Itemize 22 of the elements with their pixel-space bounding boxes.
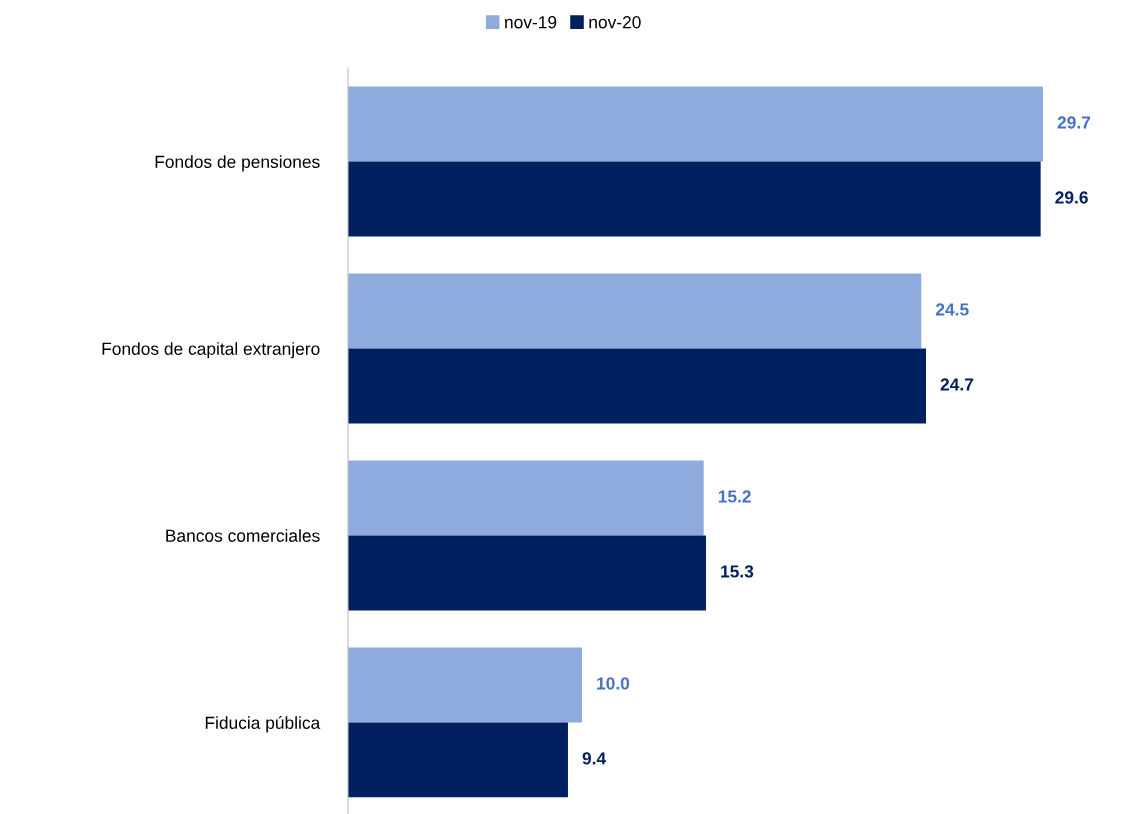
data-label: 29.7 xyxy=(1057,116,1091,129)
data-label: 24.7 xyxy=(940,378,974,391)
bar xyxy=(348,161,1041,237)
data-label: 24.5 xyxy=(935,303,969,316)
y-tick-label: Bancos comerciales xyxy=(166,529,320,542)
data-label: 10.0 xyxy=(597,677,630,690)
legend-label: nov-19 xyxy=(505,16,557,29)
y-tick-label: Fondos de capital extranjero xyxy=(102,342,320,359)
data-label: 29.6 xyxy=(1055,191,1088,204)
y-tick-label: Fondos de pensiones xyxy=(155,155,320,172)
bar xyxy=(348,460,704,536)
bar xyxy=(348,86,1043,162)
bar xyxy=(348,348,926,424)
data-label: 9.4 xyxy=(582,752,607,765)
data-label: 15.3 xyxy=(721,565,754,578)
data-label: 15.2 xyxy=(718,490,751,503)
bar xyxy=(348,535,707,611)
legend-label: nov-20 xyxy=(589,16,641,29)
bar xyxy=(348,273,922,349)
bar xyxy=(348,722,568,798)
bar xyxy=(348,647,583,723)
y-tick-label: Fiducia pública xyxy=(205,715,321,733)
